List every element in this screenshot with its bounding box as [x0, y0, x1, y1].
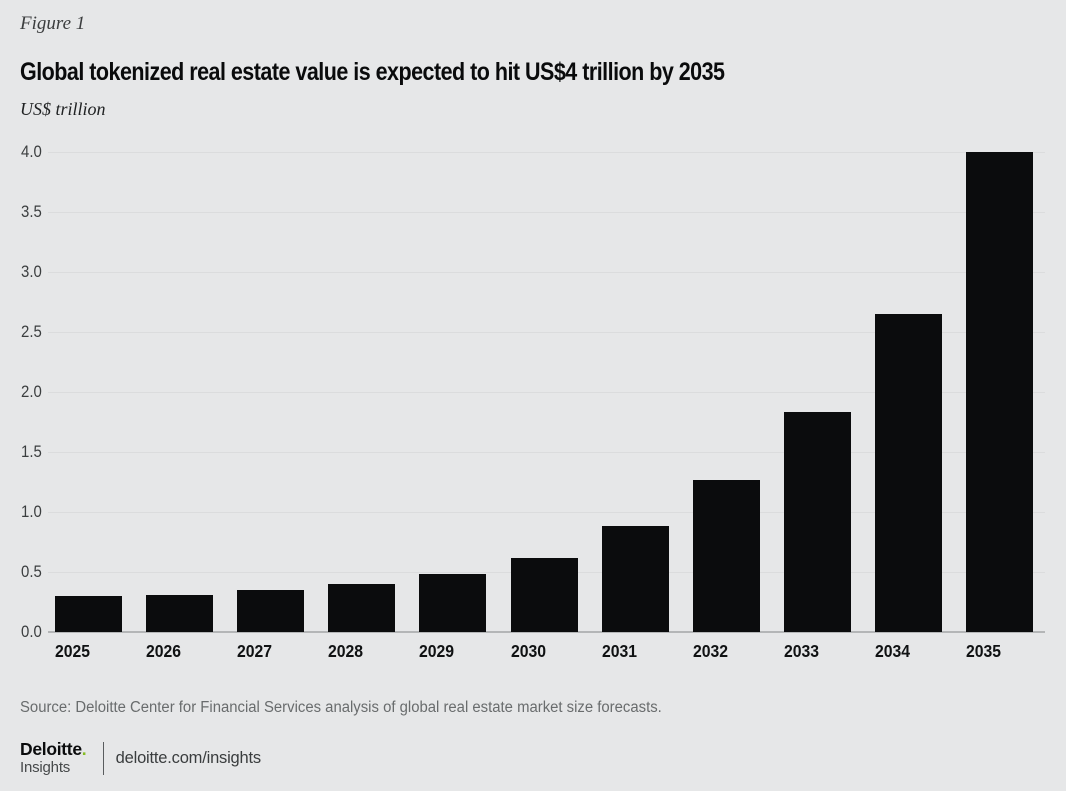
source-note: Source: Deloitte Center for Financial Se… [20, 699, 662, 716]
y-axis-unit-label: US$ trillion [20, 99, 106, 119]
gridline-1.5 [48, 452, 1045, 453]
x-tick-label-2031: 2031 [602, 641, 638, 661]
deloitte-insights-logo: Deloitte. Insights [20, 739, 87, 776]
gridline-2.5 [48, 332, 1045, 333]
y-tick-label-2.0: 2.0 [21, 382, 42, 401]
gridline-2.0 [48, 392, 1045, 393]
gridline-4.0 [48, 152, 1045, 153]
gridline-1.0 [48, 512, 1045, 513]
brand-footer: Deloitte. Insights deloitte.com/insights [20, 739, 261, 776]
deloitte-wordmark: Deloitte [20, 739, 82, 759]
x-tick-label-2025: 2025 [55, 641, 91, 661]
footer-divider [102, 741, 104, 775]
y-tick-label-0.0: 0.0 [21, 622, 42, 641]
gridline-3.5 [48, 212, 1045, 213]
x-tick-label-2032: 2032 [693, 641, 729, 661]
bar-2027 [237, 590, 304, 632]
x-tick-label-2033: 2033 [784, 641, 820, 661]
bar-2028 [328, 584, 395, 632]
y-tick-label-1.0: 1.0 [21, 502, 42, 521]
x-tick-label-2034: 2034 [875, 641, 911, 661]
y-tick-label-1.5: 1.5 [21, 442, 42, 461]
y-tick-label-0.5: 0.5 [21, 562, 42, 581]
footer-url: deloitte.com/insights [115, 748, 261, 767]
bar-2026 [146, 595, 213, 632]
bar-2029 [419, 574, 486, 632]
bar-2025 [55, 596, 122, 632]
chart-title: Global tokenized real estate value is ex… [20, 58, 725, 86]
bar-2032 [693, 480, 760, 632]
x-tick-label-2028: 2028 [328, 641, 364, 661]
x-tick-label-2030: 2030 [511, 641, 547, 661]
plot-area [48, 152, 1045, 633]
insights-wordmark: Insights [20, 759, 71, 776]
x-axis-baseline [48, 631, 1045, 633]
gridline-3.0 [48, 272, 1045, 273]
bar-2031 [602, 526, 669, 632]
y-tick-label-4.0: 4.0 [21, 142, 42, 161]
y-tick-label-2.5: 2.5 [21, 322, 42, 341]
bar-2035 [966, 152, 1033, 632]
x-tick-label-2029: 2029 [419, 641, 455, 661]
bar-2030 [511, 558, 578, 632]
x-tick-label-2026: 2026 [146, 641, 182, 661]
x-tick-label-2035: 2035 [966, 641, 1002, 661]
figure-label: Figure 1 [20, 13, 86, 34]
bar-2034 [875, 314, 942, 632]
x-tick-label-2027: 2027 [237, 641, 273, 661]
y-tick-label-3.0: 3.0 [21, 262, 42, 281]
y-tick-label-3.5: 3.5 [21, 202, 42, 221]
bar-2033 [784, 412, 851, 632]
deloitte-green-dot: . [81, 739, 87, 759]
